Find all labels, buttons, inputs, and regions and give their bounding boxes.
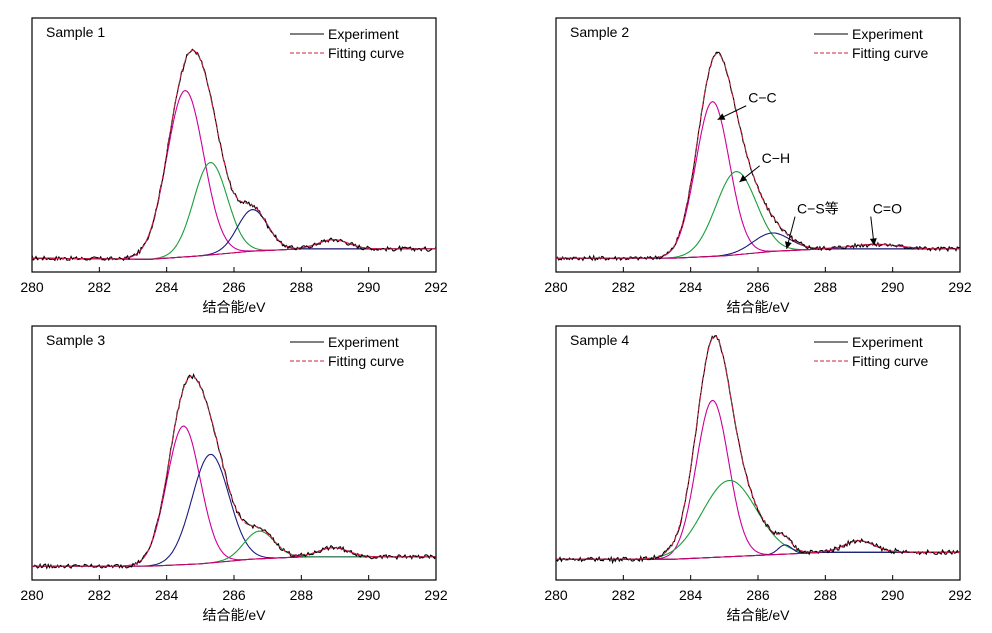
panel-sample-2: 280 282 284 286 288 290 292 结合能/eV Sample 2 Exper…	[544, 17, 972, 315]
x-tick-label: 280	[544, 587, 568, 603]
x-tick-label: 290	[881, 279, 905, 295]
x-tick-label: 282	[612, 279, 636, 295]
x-tick-label: 286	[222, 279, 246, 295]
fitting-curve	[31, 49, 436, 260]
x-tick-label: 286	[746, 587, 770, 603]
component-peak	[556, 479, 960, 560]
x-tick-label: 292	[424, 587, 448, 603]
annotation-arrowhead	[869, 238, 877, 246]
experiment-curve	[555, 51, 961, 262]
legend-fitting-label: Fitting curve	[852, 45, 928, 61]
legend-fitting-label: Fitting curve	[328, 45, 404, 61]
baseline-curve	[556, 248, 960, 259]
x-tick-label: 292	[424, 279, 448, 295]
panel-sample-1: 280 282 284 286 288 290 292 结合能/eV Sample 1 Exper…	[20, 17, 448, 315]
panel-title: Sample 2	[570, 24, 629, 40]
x-tick-label: 290	[357, 279, 381, 295]
component-peak	[556, 101, 960, 259]
x-tick-label: 284	[155, 587, 179, 603]
x-tick-label: 280	[20, 587, 44, 603]
annotation-arrowhead	[784, 241, 792, 249]
panel-sample-4: 280 282 284 286 288 290 292 结合能/eV Sample 4 Exper…	[544, 325, 972, 623]
annotation-label: C=O	[873, 201, 902, 217]
legend-fitting-label: Fitting curve	[852, 353, 928, 369]
x-tick-label: 288	[290, 587, 314, 603]
legend-experiment-label: Experiment	[328, 26, 399, 42]
fitting-curve	[556, 52, 960, 259]
legend-fitting-label: Fitting curve	[328, 353, 404, 369]
x-tick-label: 284	[679, 587, 703, 603]
annotation-label: C−S等	[797, 201, 839, 217]
panel-title: Sample 4	[570, 332, 629, 348]
experiment-curve	[31, 48, 437, 262]
x-tick-label: 292	[948, 587, 972, 603]
component-peak	[31, 162, 436, 260]
x-axis-label: 结合能/eV	[202, 607, 266, 623]
x-tick-label: 282	[612, 587, 636, 603]
x-tick-label: 284	[155, 279, 179, 295]
x-tick-label: 280	[544, 279, 568, 295]
x-axis-label: 结合能/eV	[726, 299, 790, 315]
experiment-curve	[31, 372, 437, 570]
x-tick-label: 282	[88, 279, 112, 295]
legend-experiment-label: Experiment	[852, 26, 923, 42]
x-tick-label: 288	[814, 587, 838, 603]
annotation-label: C−H	[762, 150, 790, 166]
x-tick-label: 288	[290, 279, 314, 295]
component-peak	[556, 540, 960, 560]
x-tick-label: 292	[948, 279, 972, 295]
x-tick-label: 288	[814, 279, 838, 295]
panel-title: Sample 3	[46, 332, 105, 348]
annotation-arrowhead	[739, 174, 748, 182]
x-axis-label: 结合能/eV	[202, 299, 266, 315]
x-tick-label: 286	[222, 587, 246, 603]
legend-experiment-label: Experiment	[852, 334, 923, 350]
x-tick-label: 284	[679, 279, 703, 295]
component-peak	[32, 425, 436, 567]
component-peak	[556, 243, 960, 259]
x-tick-label: 280	[20, 279, 44, 295]
panel-sample-3: 280 282 284 286 288 290 292 结合能/eV Sample 3 Exper…	[20, 325, 448, 623]
x-tick-label: 286	[746, 279, 770, 295]
component-peak	[556, 399, 960, 560]
x-tick-label: 290	[357, 587, 381, 603]
panel-title: Sample 1	[46, 24, 105, 40]
x-tick-label: 282	[88, 587, 112, 603]
x-tick-label: 290	[881, 587, 905, 603]
annotation-arrowhead	[717, 113, 726, 120]
fitting-curve	[32, 375, 436, 567]
x-axis-label: 结合能/eV	[726, 607, 790, 623]
legend-experiment-label: Experiment	[328, 334, 399, 350]
annotation-label: C−C	[748, 90, 776, 106]
component-peak	[32, 453, 436, 567]
experiment-curve	[555, 335, 961, 565]
fitting-curve	[556, 335, 960, 560]
